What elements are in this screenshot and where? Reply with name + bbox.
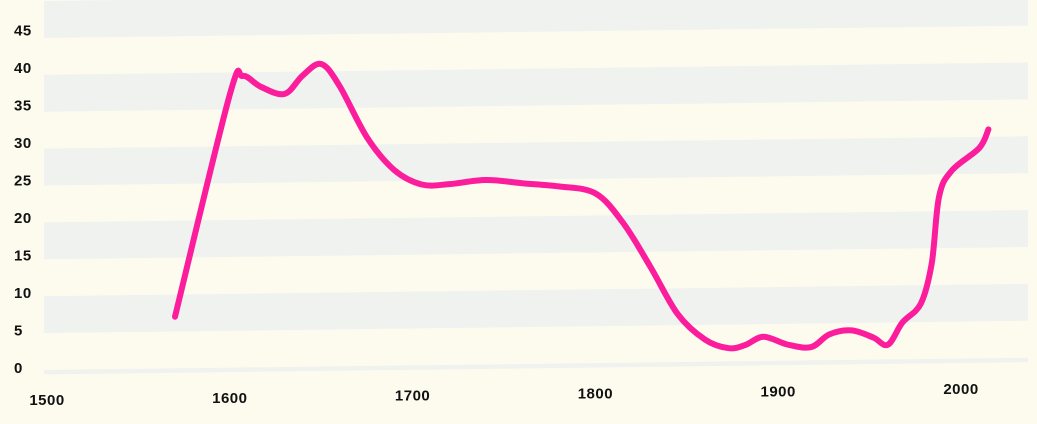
y-tick-label: 15 xyxy=(14,248,32,265)
x-tick-label: 1800 xyxy=(578,386,613,403)
grid-bands xyxy=(44,0,1028,375)
series-line-0 xyxy=(172,60,992,352)
y-axis-ticks: 0 5 10 15 20 25 30 35 40 45 xyxy=(14,23,32,378)
y-tick-label: 30 xyxy=(14,135,32,152)
y-tick-label: 40 xyxy=(14,60,32,77)
x-tick-label: 1700 xyxy=(395,388,430,405)
grid-band-1 xyxy=(44,210,1028,260)
y-tick-label: 45 xyxy=(14,23,32,40)
y-tick-label: 10 xyxy=(14,285,32,302)
y-tick-label: 20 xyxy=(14,210,32,227)
x-axis-ticks: 1500 1600 1700 1800 1900 2000 xyxy=(29,381,978,409)
y-tick-label: 0 xyxy=(14,360,23,377)
series-group xyxy=(172,60,992,352)
x-tick-label: 2000 xyxy=(943,381,978,398)
grid-band-0 xyxy=(44,283,1028,334)
grid-band-2 xyxy=(44,136,1028,186)
y-tick-label: 25 xyxy=(14,173,32,190)
x-tick-label: 1600 xyxy=(212,390,247,407)
grid-band-base xyxy=(44,357,1028,375)
y-tick-label: 35 xyxy=(14,98,32,115)
grid-band-3 xyxy=(44,62,1028,112)
x-tick-label: 1900 xyxy=(761,383,796,400)
y-tick-label: 5 xyxy=(14,323,23,340)
x-tick-label: 1500 xyxy=(29,392,64,409)
grid-band-4 xyxy=(44,0,1028,38)
